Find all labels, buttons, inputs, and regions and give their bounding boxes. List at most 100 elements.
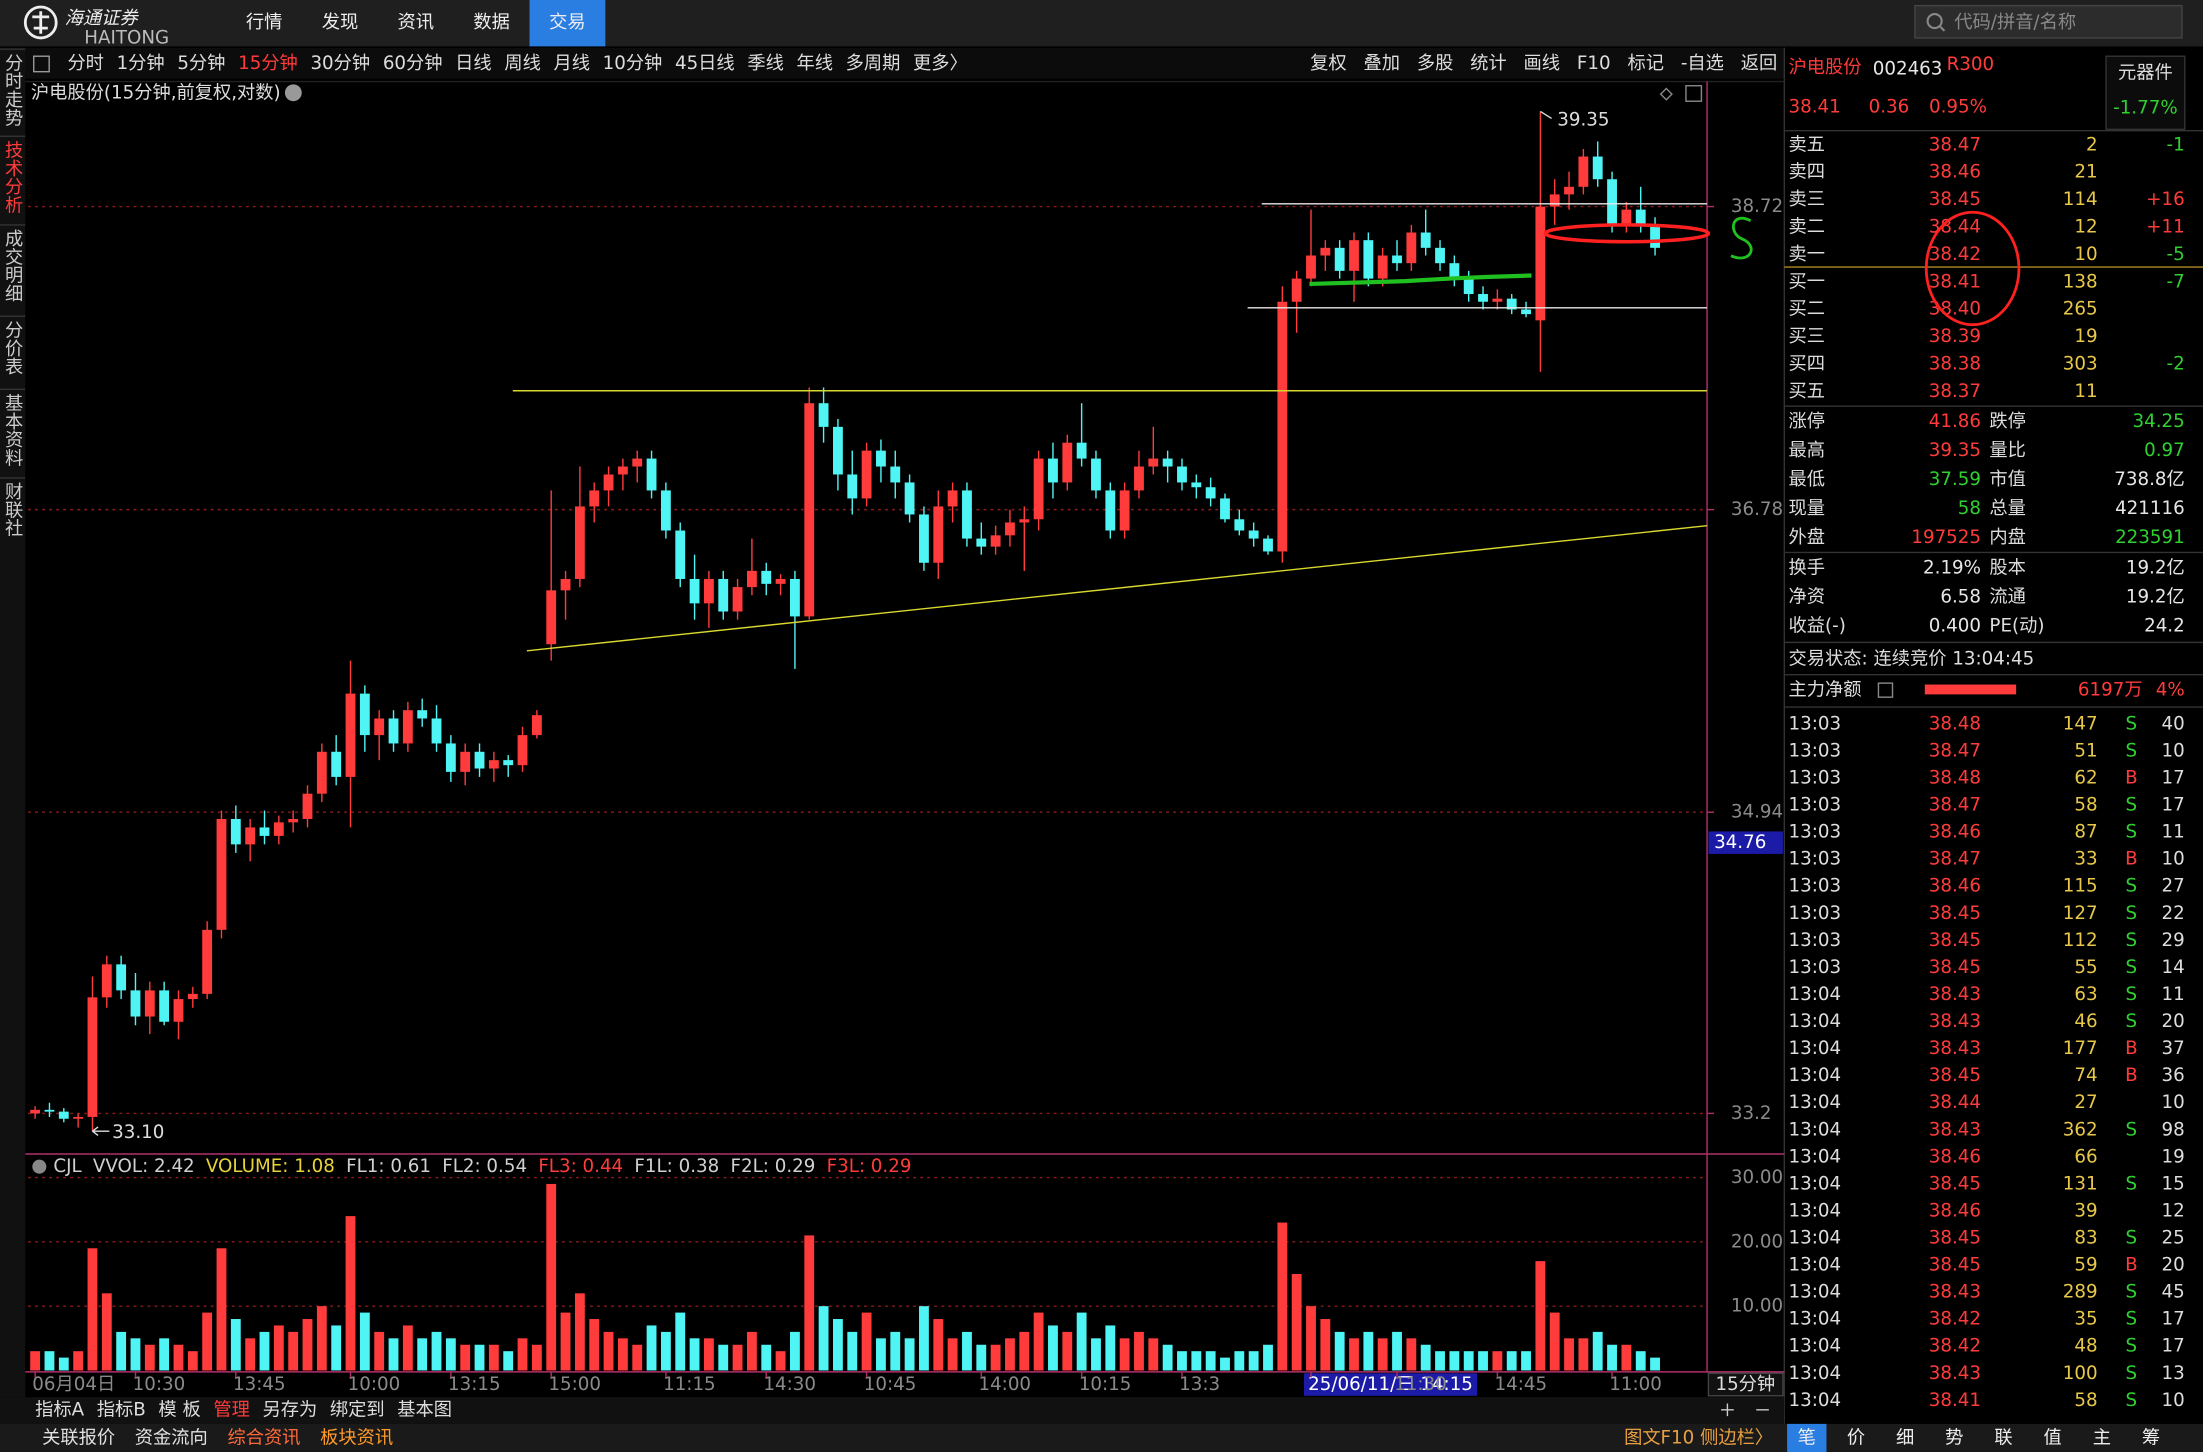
status-link[interactable]: 综合资讯: [227, 1427, 300, 1448]
period-tab[interactable]: 日线: [455, 53, 491, 74]
period-tab[interactable]: 10分钟: [603, 53, 663, 74]
tool-button[interactable]: 标记: [1628, 53, 1664, 74]
bottom-tab[interactable]: 另存为: [263, 1399, 318, 1420]
bottom-tab[interactable]: 指标A: [35, 1399, 84, 1420]
title-icon: [284, 84, 302, 102]
tool-button[interactable]: 返回: [1741, 53, 1777, 74]
tool-button[interactable]: 统计: [1470, 53, 1506, 74]
period-tab[interactable]: 15分钟: [238, 53, 298, 74]
tool-button[interactable]: 叠加: [1364, 53, 1400, 74]
search-box[interactable]: [1914, 4, 2183, 39]
menu-item[interactable]: 资讯: [398, 12, 434, 33]
period-tab[interactable]: 季线: [747, 53, 783, 74]
book-price: 38.46: [1929, 162, 1981, 183]
status-right[interactable]: 图文F10 侧边栏〉: [1624, 1427, 1773, 1448]
tab-active: [1787, 1423, 1827, 1452]
book-label: 卖三: [1789, 189, 1825, 210]
period-tab[interactable]: 分时: [67, 53, 103, 74]
status-link[interactable]: 板块资讯: [320, 1427, 393, 1448]
candle-body: [718, 578, 729, 612]
panel-tab[interactable]: 联: [1994, 1427, 2012, 1448]
menu-item[interactable]: 交易: [549, 12, 585, 33]
side-tab[interactable]: 分价表: [2, 320, 23, 375]
tick-count: 22: [2162, 903, 2185, 924]
period-tab[interactable]: 更多〉: [913, 53, 968, 74]
candle-body: [73, 1116, 84, 1119]
period-tab[interactable]: 5分钟: [177, 53, 225, 74]
period-tab[interactable]: 60分钟: [383, 53, 443, 74]
bottom-tab[interactable]: 模 板: [158, 1399, 200, 1420]
period-tab[interactable]: 年线: [796, 53, 832, 74]
period-tab[interactable]: 30分钟: [310, 53, 370, 74]
zoom-buttons[interactable]: [1721, 1403, 1769, 1417]
panel-tab[interactable]: 价: [1847, 1427, 1865, 1448]
period-tab[interactable]: 多周期: [846, 53, 901, 74]
side-tab[interactable]: 财联社: [2, 482, 23, 537]
stat-label: 现量: [1789, 498, 1825, 519]
volume-bar: [1062, 1331, 1073, 1371]
chart-icon[interactable]: [1659, 87, 1673, 101]
bottom-tab[interactable]: 管理: [213, 1399, 249, 1420]
panel-tab[interactable]: 筹: [2142, 1427, 2160, 1448]
bottom-tab[interactable]: 绑定到: [330, 1399, 385, 1420]
high-label: 39.35: [1557, 109, 1609, 130]
sector-name: 元器件: [2118, 63, 2173, 84]
volume-bar: [1162, 1344, 1173, 1371]
volume-bar: [116, 1331, 127, 1371]
tick-volume: 83: [2074, 1227, 2097, 1248]
side-tab[interactable]: 分时走势: [2, 53, 23, 126]
side-tab[interactable]: 技术分析: [2, 141, 23, 214]
candle-body: [560, 578, 571, 591]
panel-tab[interactable]: 细: [1896, 1427, 1914, 1448]
bottom-tab[interactable]: 指标B: [97, 1399, 146, 1420]
candle-body: [1363, 240, 1374, 279]
period-tab[interactable]: 45日线: [675, 53, 735, 74]
sector-box: [2105, 55, 2186, 131]
panel-tab[interactable]: 值: [2044, 1427, 2062, 1448]
volume-bar: [1492, 1351, 1503, 1371]
volume-bar: [1506, 1351, 1517, 1371]
panel-tab[interactable]: 主: [2093, 1427, 2111, 1448]
candle-body: [101, 964, 112, 998]
tool-button[interactable]: F10: [1577, 53, 1611, 74]
candle-body: [359, 693, 370, 736]
volume-bar: [1306, 1306, 1316, 1371]
candle-body: [1334, 247, 1345, 271]
period-tab[interactable]: 1分钟: [117, 53, 165, 74]
status-link[interactable]: 资金流向: [135, 1427, 208, 1448]
candle-body: [1535, 206, 1546, 321]
tick-price: 38.46: [1929, 822, 1981, 843]
tick-count: 36: [2162, 1065, 2185, 1086]
period-tab[interactable]: 周线: [504, 53, 540, 74]
period-tab[interactable]: 月线: [553, 53, 589, 74]
tick-count: 10: [2162, 1390, 2185, 1411]
volume-bar: [603, 1331, 614, 1371]
tool-button[interactable]: 画线: [1524, 53, 1560, 74]
x-tick-label: 14:45: [1495, 1374, 1548, 1395]
menu-item[interactable]: 发现: [322, 12, 358, 33]
tool-button[interactable]: -自选: [1681, 53, 1724, 74]
x-tick-label: 25/06/11/三 14:15: [1308, 1374, 1473, 1395]
tool-button[interactable]: 多股: [1417, 53, 1453, 74]
volume-bar: [101, 1293, 112, 1371]
bottom-tab[interactable]: 基本图: [397, 1399, 452, 1420]
tick-count: 27: [2162, 876, 2185, 897]
side-tab[interactable]: 基本资料: [2, 394, 23, 467]
tool-button[interactable]: 复权: [1310, 53, 1346, 74]
side-tab[interactable]: 成交明细: [2, 229, 23, 302]
candle-body: [818, 403, 829, 427]
panel-tab[interactable]: 势: [1945, 1427, 1963, 1448]
volume-bar: [1435, 1351, 1445, 1371]
tick-volume: 62: [2074, 768, 2097, 789]
panel-tab[interactable]: 笔: [1798, 1427, 1816, 1448]
tick-side: B: [2125, 1255, 2138, 1276]
tick-time: 13:03: [1789, 768, 1842, 789]
chart-icon[interactable]: [1685, 85, 1703, 102]
tick-time: 13:04: [1789, 1119, 1842, 1140]
status-link[interactable]: 关联报价: [42, 1427, 115, 1448]
stat-label: 最高: [1789, 440, 1825, 461]
tick-side: B: [2125, 1038, 2138, 1059]
menu-item[interactable]: 数据: [473, 12, 509, 33]
book-label: 买一: [1789, 271, 1825, 292]
menu-item[interactable]: 行情: [246, 12, 282, 33]
